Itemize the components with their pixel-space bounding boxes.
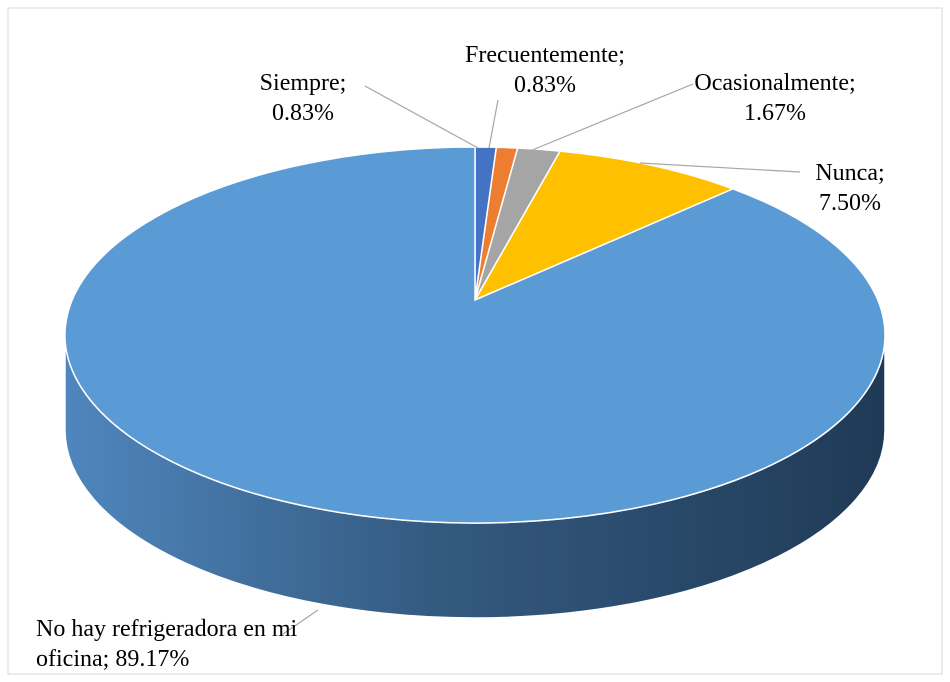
label-separator: ; — [848, 70, 856, 96]
data-label: Ocasionalmente; 1.67% — [690, 68, 860, 128]
label-value: 0.83% — [514, 72, 576, 98]
leader-line — [364, 85, 479, 149]
label-value: 1.67% — [744, 100, 806, 126]
data-label: No hay refrigeradora en mi oficina; 89.17… — [36, 614, 298, 674]
chart-border — [7, 7, 943, 675]
pie-slice — [64, 146, 886, 524]
leader-line — [524, 83, 694, 154]
label-category: Frecuentemente — [465, 42, 619, 68]
label-value: 89.17% — [115, 646, 190, 672]
data-label: Siempre; 0.83% — [238, 68, 368, 128]
leader-line — [639, 162, 801, 173]
label-category: Siempre — [259, 70, 340, 96]
label-separator: ; — [877, 160, 885, 186]
label-category: No hay refrigeradora en mi oficina — [36, 616, 298, 672]
label-separator: ; — [618, 42, 625, 68]
data-label: Frecuentemente; 0.83% — [430, 40, 660, 100]
label-category: Nunca — [815, 160, 878, 186]
leader-line — [282, 609, 319, 635]
label-category: Ocasionalmente — [694, 70, 849, 96]
pie-slice — [473, 150, 735, 302]
label-separator: ; — [102, 646, 110, 672]
leader-line — [488, 99, 499, 149]
data-label: Nunca; 7.50% — [790, 158, 910, 218]
label-separator: ; — [339, 70, 347, 96]
label-value: 0.83% — [272, 100, 334, 126]
label-value: 7.50% — [819, 190, 881, 216]
